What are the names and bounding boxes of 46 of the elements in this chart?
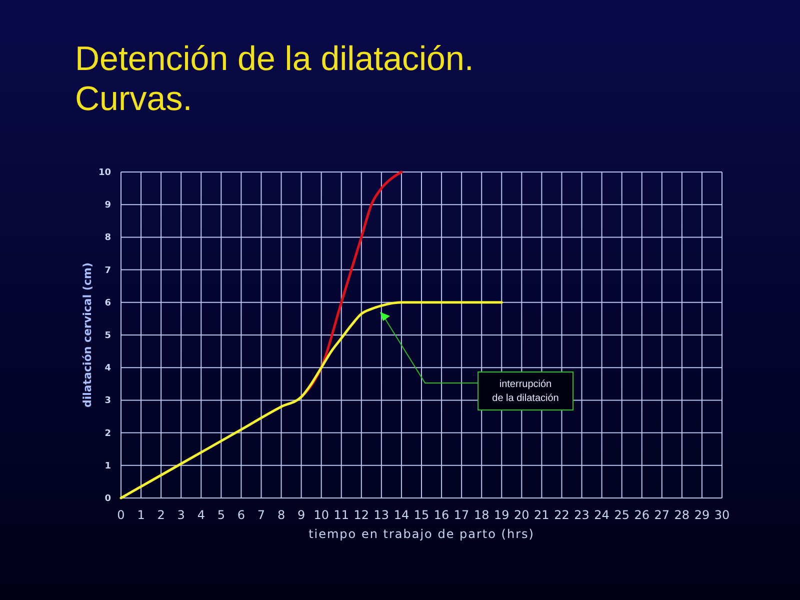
- y-tick-label: 2: [104, 428, 111, 439]
- x-tick-label: 0: [117, 508, 125, 522]
- y-tick-label: 10: [98, 168, 111, 178]
- x-axis-title: tiempo en trabajo de parto (hrs): [308, 527, 534, 541]
- x-tick-label: 13: [374, 508, 390, 522]
- x-tick-label: 15: [414, 508, 430, 522]
- x-tick-label: 4: [197, 508, 205, 522]
- x-tick-label: 5: [217, 508, 225, 522]
- x-tick-label: 28: [674, 508, 690, 522]
- y-tick-label: 4: [104, 364, 111, 374]
- annotation: interrupción de la dilatación: [492, 379, 559, 404]
- x-tick-label: 6: [237, 508, 246, 522]
- x-tick-label: 27: [654, 508, 670, 522]
- x-tick-label: 30: [714, 508, 730, 522]
- x-tick-label: 24: [594, 508, 610, 522]
- x-tick-label: 16: [434, 508, 450, 522]
- x-tick-label: 17: [454, 508, 470, 522]
- x-tick-label: 9: [297, 508, 306, 522]
- x-tick-label: 12: [354, 508, 370, 522]
- x-tick-label: 25: [614, 508, 630, 522]
- x-tick-label: 10: [314, 508, 329, 522]
- x-tick-label: 1: [137, 508, 145, 522]
- y-tick-label: 8: [104, 233, 111, 244]
- y-tick-label: 1: [104, 461, 111, 472]
- x-tick-label: 7: [257, 508, 266, 522]
- x-tick-label: 3: [177, 508, 185, 522]
- x-tick-label: 19: [494, 508, 510, 522]
- x-tick-label: 23: [574, 508, 590, 522]
- y-axis-title: dilatación cervical (cm): [81, 262, 94, 408]
- chart-title: Detención de la dilatación. Curvas.: [75, 40, 474, 118]
- x-tick-label: 14: [394, 508, 410, 522]
- x-tick-label: 20: [514, 508, 530, 522]
- x-tick-label: 21: [534, 508, 550, 522]
- y-tick-label: 7: [104, 266, 111, 276]
- y-tick-label: 5: [104, 331, 111, 341]
- x-tick-label: 2: [157, 508, 165, 522]
- x-tick-label: 22: [554, 508, 570, 522]
- y-tick-label: 6: [104, 298, 111, 308]
- x-tick-label: 26: [634, 508, 650, 522]
- y-tick-label: 0: [104, 494, 111, 504]
- y-tick-label: 9: [104, 200, 111, 211]
- x-tick-label: 11: [334, 508, 350, 522]
- x-tick-label: 8: [277, 508, 286, 522]
- x-tick-label: 29: [694, 508, 710, 522]
- y-tick-label: 3: [104, 396, 111, 406]
- x-tick-label: 18: [474, 508, 490, 522]
